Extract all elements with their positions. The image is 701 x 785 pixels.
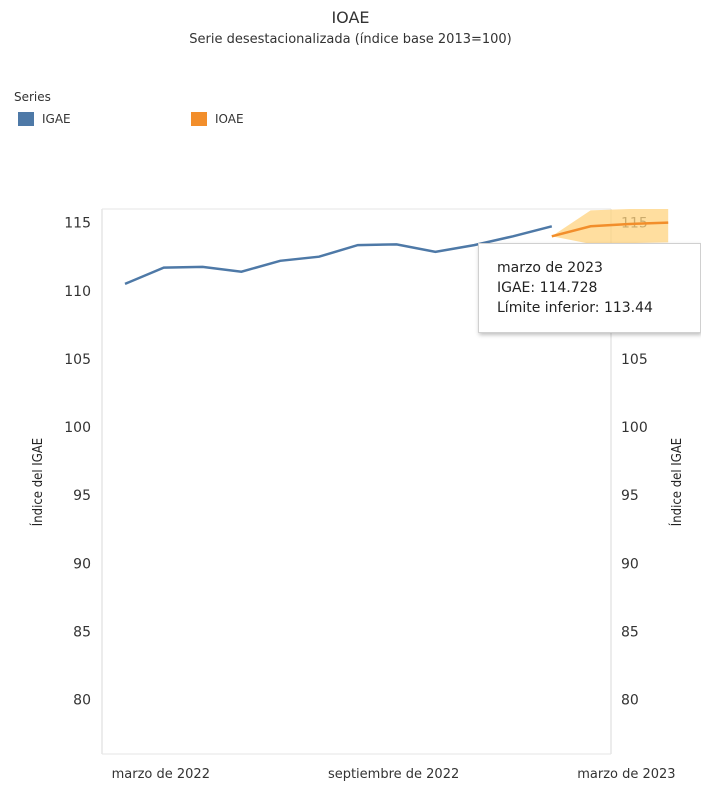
- x-tick-label-2: marzo de 2023: [577, 767, 675, 782]
- ioae-series-line[interactable]: [551, 221, 669, 238]
- legend-swatch-igae: [18, 112, 34, 126]
- hover-tooltip: marzo de 2023 IGAE: 114.728 Límite infer…: [478, 243, 701, 333]
- y-tick-right-80: 80: [621, 693, 639, 709]
- y-tick-right-105: 105: [621, 352, 648, 368]
- y-tick-right-95: 95: [621, 488, 639, 504]
- y-ticks-left: 80 85 90 95 100 105 110 115: [64, 216, 91, 709]
- chart-subtitle: Serie desestacionalizada (índice base 20…: [189, 32, 512, 47]
- ioae-confidence-band: [551, 209, 669, 244]
- y-tick-left-115: 115: [64, 216, 91, 232]
- x-tick-label-0: marzo de 2022: [112, 767, 210, 782]
- y-axis-label-left: Índice del IGAE: [30, 438, 46, 526]
- y-tick-left-100: 100: [64, 420, 91, 436]
- legend-label-igae: IGAE: [42, 112, 71, 126]
- tooltip-date: marzo de 2023: [497, 260, 603, 276]
- tooltip-igae-value: IGAE: 114.728: [497, 280, 598, 296]
- chart-title: IOAE: [331, 8, 370, 27]
- legend-item-igae[interactable]: IGAE: [18, 112, 71, 126]
- legend-label-ioae: IOAE: [215, 112, 244, 126]
- legend-title: Series: [14, 90, 51, 104]
- y-tick-left-110: 110: [64, 284, 91, 300]
- x-ticks: marzo de 2022 septiembre de 2022 marzo de …: [112, 767, 676, 782]
- y-tick-right-90: 90: [621, 556, 639, 572]
- y-tick-left-105: 105: [64, 352, 91, 368]
- y-axis-label-right: Índice del IGAE: [669, 438, 685, 526]
- y-tick-left-85: 85: [73, 624, 91, 640]
- y-tick-left-90: 90: [73, 556, 91, 572]
- tooltip-lower-bound: Límite inferior: 113.44: [497, 300, 653, 316]
- y-tick-right-100: 100: [621, 420, 648, 436]
- y-tick-left-95: 95: [73, 488, 91, 504]
- y-tick-right-85: 85: [621, 624, 639, 640]
- y-tick-left-80: 80: [73, 693, 91, 709]
- x-tick-label-1: septiembre de 2022: [328, 767, 459, 782]
- legend-swatch-ioae: [191, 112, 207, 126]
- legend-item-ioae[interactable]: IOAE: [191, 112, 244, 126]
